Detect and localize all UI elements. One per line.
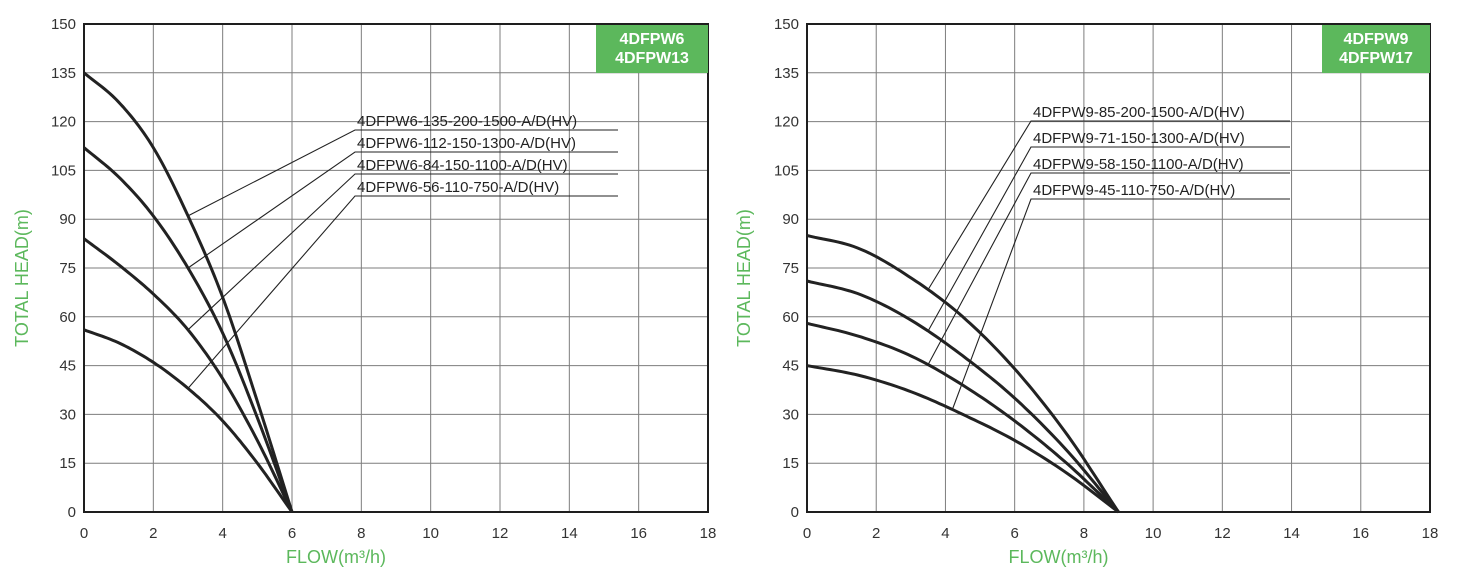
leader-line-2 xyxy=(927,146,1290,332)
model-badge-line: 4DFPW17 xyxy=(1339,50,1413,67)
model-badge-bg xyxy=(1322,25,1430,73)
y-tick-label: 90 xyxy=(59,211,76,228)
y-tick-label: 90 xyxy=(782,211,799,228)
leader-line-4 xyxy=(951,198,1290,410)
x-axis-title: FLOW(m³/h) xyxy=(286,547,386,567)
y-tick-label: 30 xyxy=(59,406,76,423)
y-tick-label: 45 xyxy=(59,358,76,375)
curve-label-4: 4DFPW9-45-110-750-A/D(HV) xyxy=(1033,182,1235,199)
x-tick-label: 6 xyxy=(1010,525,1018,542)
curve-label-4: 4DFPW6-56-110-750-A/D(HV) xyxy=(357,179,559,196)
y-tick-label: 30 xyxy=(782,406,799,423)
x-tick-label: 10 xyxy=(1145,525,1162,542)
y-axis-title: TOTAL HEAD(m) xyxy=(734,209,754,347)
x-tick-label: 18 xyxy=(700,525,717,542)
x-tick-label: 16 xyxy=(1352,525,1369,542)
x-axis-title: FLOW(m³/h) xyxy=(1009,547,1109,567)
y-tick-label: 45 xyxy=(782,358,799,375)
curve-label-2: 4DFPW6-112-150-1300-A/D(HV) xyxy=(357,135,576,152)
x-tick-label: 2 xyxy=(872,525,880,542)
y-tick-label: 60 xyxy=(59,309,76,326)
x-tick-label: 0 xyxy=(803,525,811,542)
model-badge-bg xyxy=(596,25,708,73)
model-badge: 4DFPW9 4DFPW17 xyxy=(1322,25,1430,73)
curve-series-3 xyxy=(806,321,1120,514)
x-tick-label: 2 xyxy=(149,525,157,542)
y-tick-label: 120 xyxy=(51,114,76,131)
x-tick-label: 8 xyxy=(1080,525,1088,542)
grid-lines xyxy=(84,24,708,512)
plot-frame xyxy=(83,23,709,513)
curve-series-2 xyxy=(806,279,1120,513)
model-badge-line: 4DFPW13 xyxy=(615,50,689,67)
y-tick-label: 0 xyxy=(68,504,76,521)
leader-line-2 xyxy=(187,151,618,269)
chart-right-svg: 0 15 30 45 60 75 90 105 120 135 150 0 2 4 6 8 10 12 14 16 18… xyxy=(734,16,1439,567)
x-tick-label: 18 xyxy=(1422,525,1439,542)
grid-lines xyxy=(807,24,1430,512)
x-tick-label: 4 xyxy=(941,525,949,542)
leader-line-1 xyxy=(187,129,618,217)
model-badge: 4DFPW6 4DFPW13 xyxy=(596,25,708,73)
model-badge-line: 4DFPW6 xyxy=(620,31,685,48)
curve-series-3 xyxy=(83,237,294,513)
y-tick-label: 105 xyxy=(774,162,799,179)
model-badge-line: 4DFPW9 xyxy=(1344,31,1409,48)
x-tick-label: 12 xyxy=(492,525,509,542)
y-axis-title: TOTAL HEAD(m) xyxy=(12,209,32,347)
curve-series-4 xyxy=(83,328,294,513)
curve-label-1: 4DFPW9-85-200-1500-A/D(HV) xyxy=(1033,104,1245,121)
curve-label-3: 4DFPW9-58-150-1100-A/D(HV) xyxy=(1033,156,1244,173)
x-tick-label: 6 xyxy=(288,525,296,542)
curve-series-1 xyxy=(806,234,1120,513)
curve-series-4 xyxy=(806,364,1120,514)
curve-label-2: 4DFPW9-71-150-1300-A/D(HV) xyxy=(1033,130,1245,147)
y-tick-label: 120 xyxy=(774,114,799,131)
y-tick-label: 150 xyxy=(51,16,76,33)
y-tick-label: 75 xyxy=(782,260,799,277)
y-tick-label: 135 xyxy=(51,65,76,82)
pump-curve-chart-right: 0 15 30 45 60 75 90 105 120 135 150 0 2 4 6 8 10 12 14 16 18… xyxy=(728,0,1457,575)
y-tick-label: 75 xyxy=(59,260,76,277)
x-tick-label: 10 xyxy=(422,525,439,542)
x-tick-label: 4 xyxy=(218,525,226,542)
x-tick-label: 16 xyxy=(630,525,647,542)
y-tick-label: 15 xyxy=(782,455,799,472)
leader-line-3 xyxy=(927,172,1290,365)
y-tick-label: 0 xyxy=(791,504,799,521)
x-tick-label: 8 xyxy=(357,525,365,542)
curve-label-1: 4DFPW6-135-200-1500-A/D(HV) xyxy=(357,113,577,130)
y-tick-label: 135 xyxy=(774,65,799,82)
y-tick-label: 60 xyxy=(782,309,799,326)
x-tick-label: 0 xyxy=(80,525,88,542)
leader-line-3 xyxy=(187,173,618,331)
x-tick-label: 12 xyxy=(1214,525,1231,542)
pump-curve-chart-left: 0 15 30 45 60 75 90 105 120 135 150 0 2 4 6 8 10 12 14 16 18… xyxy=(0,0,728,575)
y-tick-label: 15 xyxy=(59,455,76,472)
x-tick-label: 14 xyxy=(1283,525,1300,542)
y-tick-label: 150 xyxy=(774,16,799,33)
leader-line-1 xyxy=(927,120,1290,290)
y-tick-label: 105 xyxy=(51,162,76,179)
x-tick-label: 14 xyxy=(561,525,578,542)
chart-left-svg: 0 15 30 45 60 75 90 105 120 135 150 0 2 4 6 8 10 12 14 16 18… xyxy=(12,16,717,567)
curve-label-3: 4DFPW6-84-150-1100-A/D(HV) xyxy=(357,157,568,174)
leader-line-4 xyxy=(187,195,618,389)
